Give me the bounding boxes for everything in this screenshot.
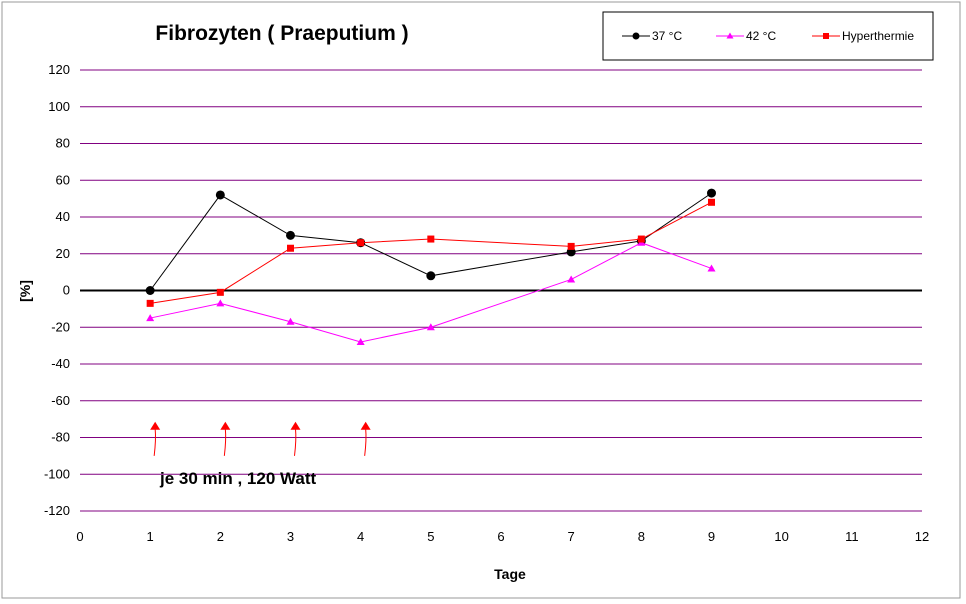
data-point [286,230,295,240]
y-tick-label: -120 [44,503,70,518]
x-tick-label: 12 [915,529,929,544]
data-point [427,235,435,243]
data-point [215,190,225,200]
series-42-c [146,238,716,345]
legend-label: 42 °C [746,29,776,43]
y-tick-label: 60 [56,172,70,187]
y-tick-label: 20 [56,246,70,261]
x-tick-label: 9 [708,529,715,544]
y-tick-label: 120 [48,62,70,77]
arrow-head [150,421,161,430]
y-tick-label: 0 [63,283,70,298]
data-point [708,198,715,206]
y-tick-label: 80 [56,136,70,151]
data-point [357,239,365,247]
data-point [426,271,436,281]
legend-entries: 37 °C 42 °C Hyperthermie [622,29,914,43]
data-point [726,32,734,39]
x-tick-label: 8 [638,529,645,544]
arrow-head [290,421,301,430]
series-hyperthermie [146,198,715,307]
data-point [637,235,645,243]
annotation-text: je 30 min , 120 Watt [159,469,317,488]
data-point [216,299,225,307]
data-point [632,32,640,40]
y-tick-label: -60 [51,393,70,408]
legend-entry: Hyperthermie [812,29,914,43]
y-axis-title: [%] [17,280,33,302]
x-tick-label: 3 [287,529,294,544]
treatment-arrow [220,421,231,456]
data-point [707,188,716,198]
data-point [145,286,155,295]
data-point [567,275,576,283]
x-tick-label: 1 [147,529,154,544]
arrow-head [220,421,231,430]
legend-label: Hyperthermie [842,29,914,43]
data-point [146,299,154,307]
arrow-head [360,421,371,430]
x-tick-label: 7 [568,529,575,544]
treatment-arrow [290,421,301,456]
arrow-shaft [294,428,297,456]
legend-entry: 42 °C [716,29,776,43]
x-tick-label: 0 [76,529,83,544]
legend-entry: 37 °C [622,29,682,43]
data-point [146,314,155,322]
chart-title: Fibrozyten ( Praeputium ) [155,22,408,45]
x-tick-label: 2 [217,529,224,544]
data-point [823,33,829,39]
y-tick-labels: 120 100 80 60 40 20 0 -20 -40 -60 -80 -100 -120 [44,62,70,518]
data-point [356,337,365,345]
series [145,188,716,345]
y-tick-label: -20 [51,319,70,334]
y-tick-label: -40 [51,356,70,371]
series-37-c [145,188,716,295]
x-tick-label: 4 [357,529,364,544]
y-tick-label: -100 [44,466,70,481]
y-tick-label: 100 [48,99,70,114]
series-line [150,242,712,343]
x-tick-labels: 0 1 2 3 4 5 6 7 8 9 10 11 12 [76,529,929,544]
x-tick-label: 10 [774,529,788,544]
series-line [149,192,712,291]
data-point [287,244,294,252]
y-tick-label: 40 [56,209,70,224]
legend-label: 37 °C [652,29,682,43]
series-line [150,201,712,304]
treatment-arrow [150,421,161,456]
data-point [286,317,295,325]
annotations: je 30 min , 120 Watt [150,421,371,488]
arrow-shaft [223,428,227,456]
x-tick-label: 6 [497,529,504,544]
x-axis-title: Tage [494,566,526,582]
x-tick-label: 11 [845,529,859,544]
legend-box [602,11,934,61]
x-tick-label: 5 [427,529,434,544]
legend: 37 °C 42 °C Hyperthermie [602,11,934,61]
arrow-shaft [364,428,367,456]
treatment-arrow [360,421,371,456]
y-tick-label: -80 [51,430,70,445]
data-point [707,264,716,272]
data-point [216,288,224,296]
data-point [426,323,435,331]
arrow-shaft [153,428,156,456]
data-point [567,242,575,250]
